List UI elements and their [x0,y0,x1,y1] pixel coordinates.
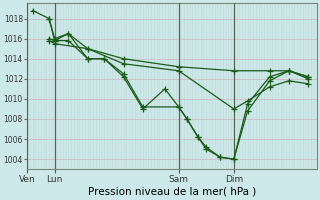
X-axis label: Pression niveau de la mer( hPa ): Pression niveau de la mer( hPa ) [88,187,256,197]
